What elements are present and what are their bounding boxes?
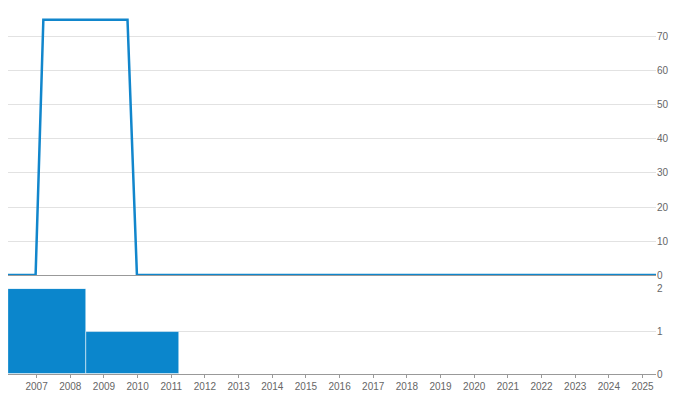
svg-text:2023: 2023 bbox=[564, 381, 587, 392]
svg-text:2009: 2009 bbox=[93, 381, 116, 392]
svg-text:2024: 2024 bbox=[598, 381, 621, 392]
svg-text:10: 10 bbox=[657, 236, 669, 247]
svg-text:2019: 2019 bbox=[429, 381, 452, 392]
svg-text:2021: 2021 bbox=[497, 381, 520, 392]
svg-text:2011: 2011 bbox=[161, 381, 183, 392]
svg-text:2007: 2007 bbox=[25, 381, 48, 392]
svg-text:0: 0 bbox=[657, 270, 663, 281]
svg-text:40: 40 bbox=[657, 133, 669, 144]
svg-text:70: 70 bbox=[657, 31, 669, 42]
svg-text:2022: 2022 bbox=[530, 381, 553, 392]
svg-text:2010: 2010 bbox=[126, 381, 149, 392]
svg-text:2015: 2015 bbox=[295, 381, 318, 392]
svg-text:2014: 2014 bbox=[261, 381, 284, 392]
svg-text:50: 50 bbox=[657, 99, 669, 110]
svg-text:2017: 2017 bbox=[362, 381, 385, 392]
svg-text:0: 0 bbox=[657, 369, 663, 380]
svg-text:2: 2 bbox=[657, 283, 663, 294]
svg-text:1: 1 bbox=[657, 326, 663, 337]
svg-text:30: 30 bbox=[657, 167, 669, 178]
svg-text:2020: 2020 bbox=[463, 381, 486, 392]
svg-text:2018: 2018 bbox=[396, 381, 419, 392]
svg-text:20: 20 bbox=[657, 202, 669, 213]
svg-text:2016: 2016 bbox=[328, 381, 351, 392]
svg-text:2013: 2013 bbox=[227, 381, 250, 392]
svg-text:2008: 2008 bbox=[59, 381, 82, 392]
svg-text:2025: 2025 bbox=[631, 381, 654, 392]
svg-text:60: 60 bbox=[657, 65, 669, 76]
svg-text:2012: 2012 bbox=[194, 381, 217, 392]
